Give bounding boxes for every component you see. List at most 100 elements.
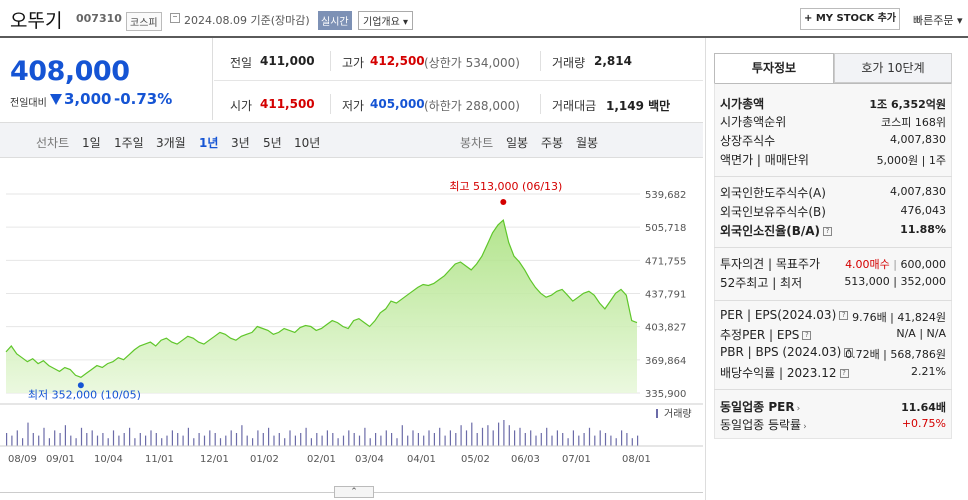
volume-bar (556, 430, 558, 446)
chevron-down-icon: ▾ (956, 14, 963, 27)
info-row-value: 11.64배 (901, 401, 946, 414)
volume-bar (219, 438, 222, 446)
volume-bar (604, 433, 607, 446)
x-tick-label: 10/04 (94, 454, 123, 465)
label-text: 액면가 | 매매단위 (720, 153, 809, 167)
volume-bar (118, 435, 120, 446)
label-text: 상장주식수 (720, 134, 776, 148)
volume-legend-swatch (656, 409, 658, 418)
candle-weekly[interactable]: 주봉 (541, 136, 564, 150)
volume-bar (551, 435, 553, 446)
volume-bar (637, 435, 639, 446)
calendar-icon (170, 13, 180, 23)
volume-bar (102, 433, 104, 446)
open-label: 시가 (230, 99, 253, 113)
y-tick-label: 471,755 (645, 256, 686, 267)
help-icon[interactable]: ? (839, 311, 849, 320)
info-row-value: N/A | N/A (896, 327, 946, 340)
volume-bar (481, 427, 484, 446)
label-text: 52주최고 | 최저 (720, 276, 803, 290)
tab-investment-info[interactable]: 투자정보 (714, 53, 834, 83)
period-1y[interactable]: 1년 (199, 136, 219, 150)
volume-bar (64, 425, 66, 446)
chevron-right-icon[interactable]: › (796, 404, 801, 414)
period-3m[interactable]: 3개월 (156, 136, 186, 150)
price-chart[interactable]: 539,682 505,718 471,755 437,791 403,827 369,8… (0, 172, 703, 482)
volume-bar (235, 433, 238, 446)
volume-value: 2,814 (594, 54, 632, 68)
volume-bar (268, 427, 270, 446)
volume-bar (203, 435, 206, 446)
market-badge: 코스피 (126, 12, 162, 31)
volume-bar (107, 438, 109, 446)
volume-bar (11, 435, 13, 446)
help-icon[interactable]: ? (802, 331, 812, 340)
volume-bar (498, 422, 500, 446)
info-row-label: 외국인한도주식수(A) (720, 184, 826, 201)
volume-bar (337, 438, 339, 446)
help-icon[interactable]: ? (844, 348, 854, 357)
x-tick-label: 08/01 (622, 454, 651, 465)
volume-bar (16, 430, 18, 446)
corp-info-button[interactable]: 기업개요 ▾ (358, 11, 414, 30)
volume-bar (70, 435, 72, 446)
volume-bar (38, 435, 40, 446)
volume-bar (182, 435, 184, 446)
volume-bar (391, 433, 393, 446)
x-tick-label: 01/02 (250, 454, 279, 465)
period-1d[interactable]: 1일 (82, 136, 101, 150)
volume-bar (465, 430, 468, 446)
realtime-button[interactable]: 실시간 (318, 11, 352, 30)
volume-bar (96, 435, 99, 446)
volume-bar (396, 438, 398, 446)
info-row-label: 액면가 | 매매단위 (720, 151, 809, 168)
period-3y[interactable]: 3년 (231, 136, 250, 150)
candle-monthly[interactable]: 월봉 (576, 136, 599, 150)
volume-bar (449, 430, 451, 446)
volume-bar (358, 435, 361, 446)
prev-label: 전일 (230, 56, 253, 70)
volume-bar (316, 433, 318, 446)
volume-bar (385, 430, 387, 446)
volume-bar (433, 433, 435, 446)
volume-bar (6, 433, 8, 446)
period-10y[interactable]: 10년 (294, 136, 321, 150)
help-icon[interactable]: ? (823, 227, 833, 236)
help-icon[interactable]: ? (839, 369, 849, 378)
candle-daily[interactable]: 일봉 (506, 136, 529, 150)
volume-bar (401, 425, 403, 446)
add-mystock-button[interactable]: + MY STOCK 추가 (800, 8, 900, 30)
tab-orderbook[interactable]: 호가 10단계 (834, 53, 952, 83)
collapse-handle[interactable]: ⌃ (334, 486, 374, 498)
x-tick-label: 09/01 (46, 454, 75, 465)
period-1w[interactable]: 1주일 (114, 136, 144, 150)
volume-bar (139, 433, 141, 446)
min-point (77, 382, 84, 389)
volume-bar (460, 425, 462, 446)
price-area (6, 220, 637, 393)
y-tick-label: 505,718 (645, 223, 686, 234)
info-row-value: 1조 6,352억원 (869, 98, 946, 111)
down-triangle-icon (50, 94, 62, 105)
change-value: 3,000 (64, 90, 112, 108)
separator: | (889, 258, 901, 271)
info-row-label: 시가총액 (720, 95, 764, 112)
volume-bar (22, 438, 24, 446)
period-5y[interactable]: 5년 (263, 136, 282, 150)
chevron-down-icon: ▾ (403, 17, 409, 28)
volume-bar (353, 433, 355, 446)
volume-bar (284, 438, 286, 446)
x-tick-label: 12/01 (200, 454, 229, 465)
chevron-right-icon[interactable]: › (803, 422, 807, 432)
prev-value: 411,000 (260, 54, 315, 68)
change-label: 전일대비 (10, 98, 47, 109)
fast-order-link[interactable]: 빠른주문 ▾ (913, 12, 963, 28)
volume-bar (621, 430, 623, 446)
volume-bar (562, 433, 564, 446)
info-row-value: 9.76배 | 41,824원 (852, 311, 946, 324)
volume-bar (27, 422, 29, 446)
amount-label: 거래대금 (552, 99, 597, 113)
info-row-value: 4,007,830 (890, 133, 946, 146)
opinion-value: 4.00매수 (845, 258, 890, 271)
volume-bar (225, 435, 227, 446)
